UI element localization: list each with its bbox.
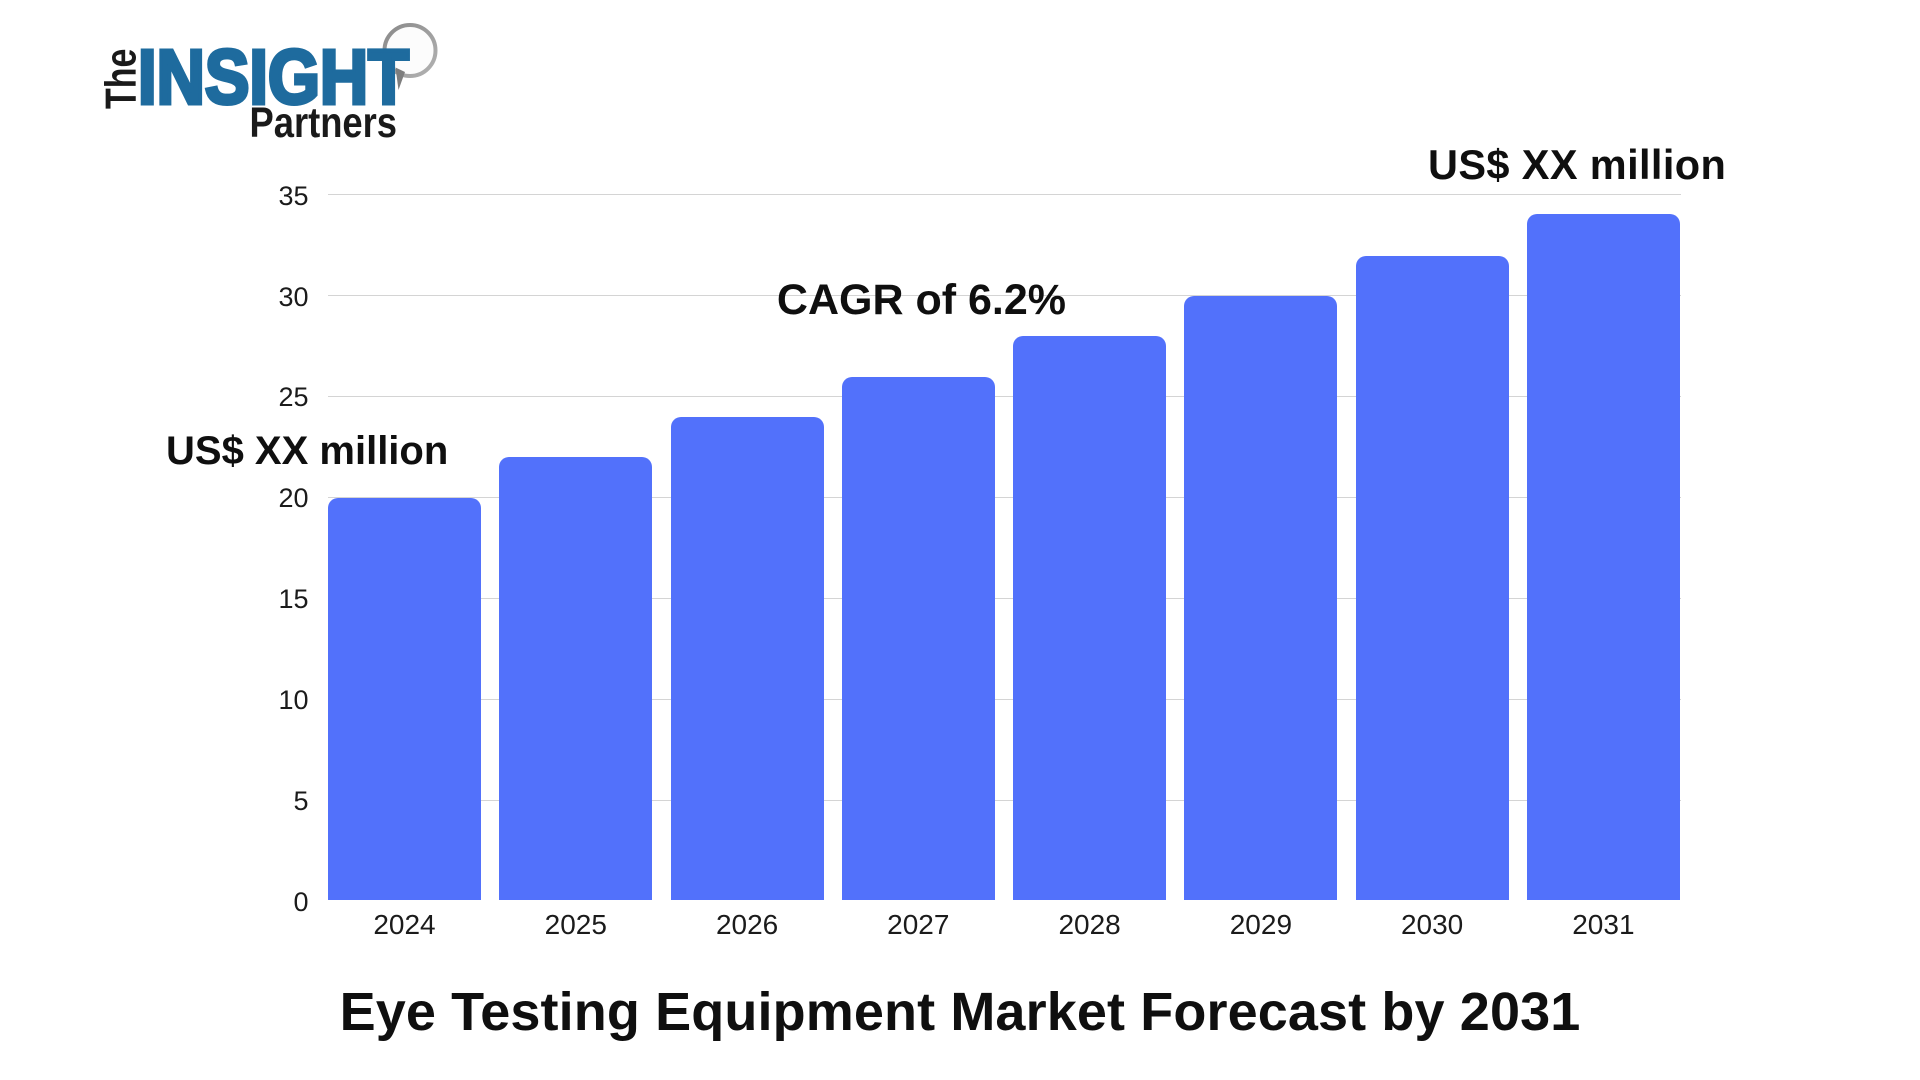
svg-text:The: The bbox=[97, 49, 146, 110]
svg-text:INSIGHT: INSIGHT bbox=[138, 35, 409, 121]
svg-text:Partners: Partners bbox=[250, 100, 398, 147]
